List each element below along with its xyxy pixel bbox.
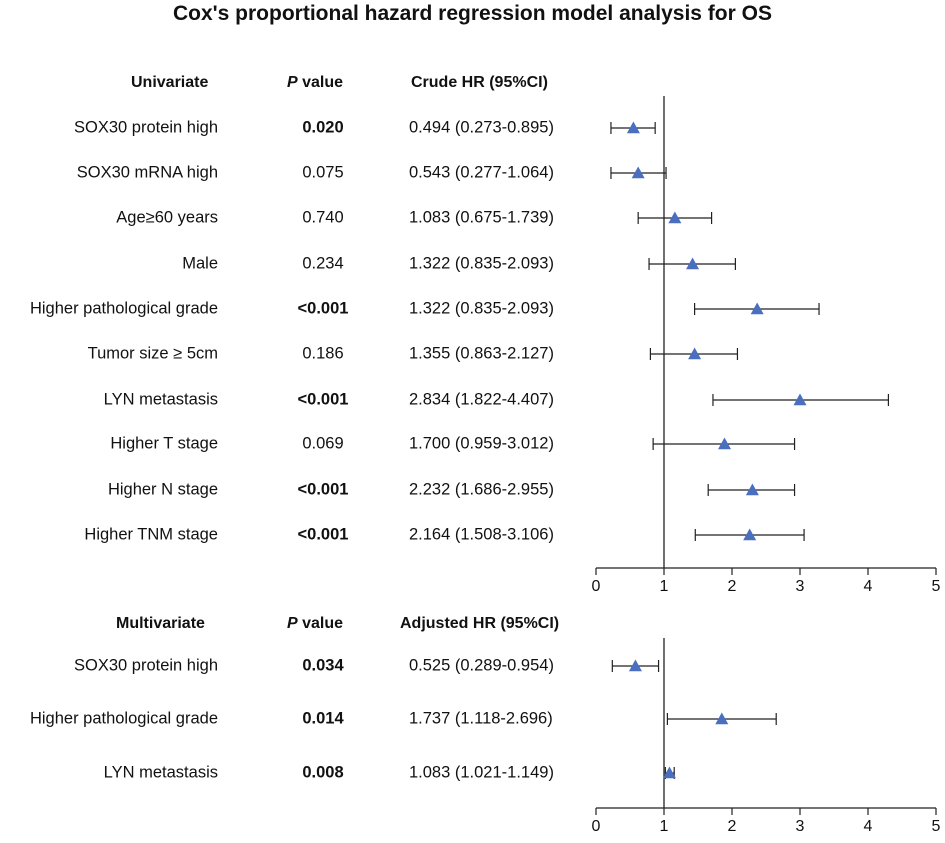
- p-value-word: value: [297, 615, 344, 632]
- multivariate-x-tick-label: 1: [660, 818, 669, 835]
- hr-point-marker: [668, 211, 682, 224]
- row-hr-text: 1.083 (1.021-1.149): [409, 763, 554, 782]
- row-p-value: 0.008: [302, 763, 344, 782]
- chart-title: Cox's proportional hazard regression mod…: [173, 2, 772, 25]
- multivariate-x-tick-label: 4: [864, 818, 873, 835]
- hr-point-marker: [628, 659, 642, 672]
- row-p-value: 0.069: [302, 434, 344, 453]
- row-p-value: 0.014: [302, 709, 344, 728]
- row-p-value: 0.075: [302, 163, 344, 182]
- row-label: LYN metastasis: [103, 763, 218, 782]
- row-p-value: 0.020: [302, 118, 344, 137]
- univariate-x-tick-label: 4: [864, 578, 873, 595]
- row-p-value: <0.001: [297, 480, 349, 499]
- p-italic: P: [287, 615, 298, 632]
- multivariate-header: Multivariate: [116, 615, 205, 632]
- hr-point-marker: [743, 528, 757, 541]
- row-label: Higher T stage: [110, 434, 218, 453]
- row-hr-text: 0.494 (0.273-0.895): [409, 118, 554, 137]
- univariate-hr-header: Crude HR (95%CI): [411, 74, 548, 91]
- row-hr-text: 0.543 (0.277-1.064): [409, 163, 554, 182]
- row-label: SOX30 protein high: [73, 118, 218, 137]
- row-hr-text: 1.737 (1.118-2.696): [409, 709, 553, 728]
- row-label: Higher TNM stage: [84, 525, 218, 544]
- hr-point-marker: [631, 166, 645, 179]
- row-label: Higher pathological grade: [29, 709, 218, 728]
- multivariate-x-tick-label: 0: [592, 818, 601, 835]
- multivariate-p-header: P value: [287, 615, 343, 633]
- row-hr-text: 0.525 (0.289-0.954): [409, 656, 554, 675]
- hr-point-marker: [688, 347, 702, 360]
- row-p-value: 0.034: [302, 656, 344, 675]
- hr-point-marker: [750, 302, 764, 315]
- p-value-word: value: [297, 74, 344, 91]
- univariate-header: Univariate: [131, 74, 209, 91]
- row-label: SOX30 mRNA high: [76, 163, 218, 182]
- row-hr-text: 2.232 (1.686-2.955): [409, 480, 554, 499]
- row-p-value: 0.740: [302, 208, 344, 227]
- univariate-p-header: P value: [287, 74, 343, 92]
- row-label: Male: [182, 254, 218, 273]
- multivariate-x-tick-label: 3: [796, 818, 805, 835]
- row-label: LYN metastasis: [103, 390, 218, 409]
- row-label: Higher pathological grade: [29, 299, 218, 318]
- univariate-x-tick-label: 1: [660, 578, 669, 595]
- univariate-x-tick-label: 5: [932, 578, 941, 595]
- row-label: Higher N stage: [107, 480, 218, 499]
- row-hr-text: 1.322 (0.835-2.093): [409, 254, 554, 273]
- row-hr-text: 1.355 (0.863-2.127): [409, 344, 554, 363]
- multivariate-hr-header: Adjusted HR (95%CI): [400, 615, 560, 632]
- multivariate-x-tick-label: 5: [932, 818, 941, 835]
- univariate-x-tick-label: 0: [592, 578, 601, 595]
- row-label: Age≥60 years: [116, 208, 218, 227]
- hr-point-marker: [626, 121, 640, 134]
- row-label: SOX30 protein high: [73, 656, 218, 675]
- hr-point-marker: [686, 257, 700, 270]
- row-hr-text: 2.164 (1.508-3.106): [409, 525, 554, 544]
- row-p-value: <0.001: [297, 525, 349, 544]
- row-hr-text: 1.083 (0.675-1.739): [409, 208, 554, 227]
- row-hr-text: 1.700 (0.959-3.012): [409, 434, 554, 453]
- hr-point-marker: [718, 437, 732, 450]
- p-italic: P: [287, 74, 298, 91]
- row-label: Tumor size ≥ 5cm: [87, 344, 218, 363]
- row-p-value: <0.001: [297, 299, 349, 318]
- row-p-value: <0.001: [297, 390, 349, 409]
- hr-point-marker: [662, 766, 676, 779]
- row-p-value: 0.234: [302, 254, 344, 273]
- row-hr-text: 1.322 (0.835-2.093): [409, 299, 554, 318]
- row-p-value: 0.186: [302, 344, 344, 363]
- univariate-x-tick-label: 3: [796, 578, 805, 595]
- hr-point-marker: [745, 483, 759, 496]
- multivariate-x-tick-label: 2: [728, 818, 737, 835]
- row-hr-text: 2.834 (1.822-4.407): [409, 390, 554, 409]
- hr-point-marker: [715, 712, 729, 725]
- hr-point-marker: [793, 393, 807, 406]
- univariate-x-tick-label: 2: [728, 578, 737, 595]
